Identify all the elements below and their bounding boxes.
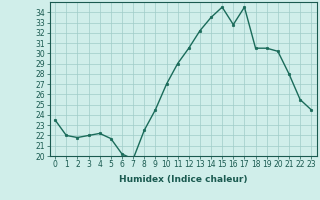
X-axis label: Humidex (Indice chaleur): Humidex (Indice chaleur) xyxy=(119,175,247,184)
